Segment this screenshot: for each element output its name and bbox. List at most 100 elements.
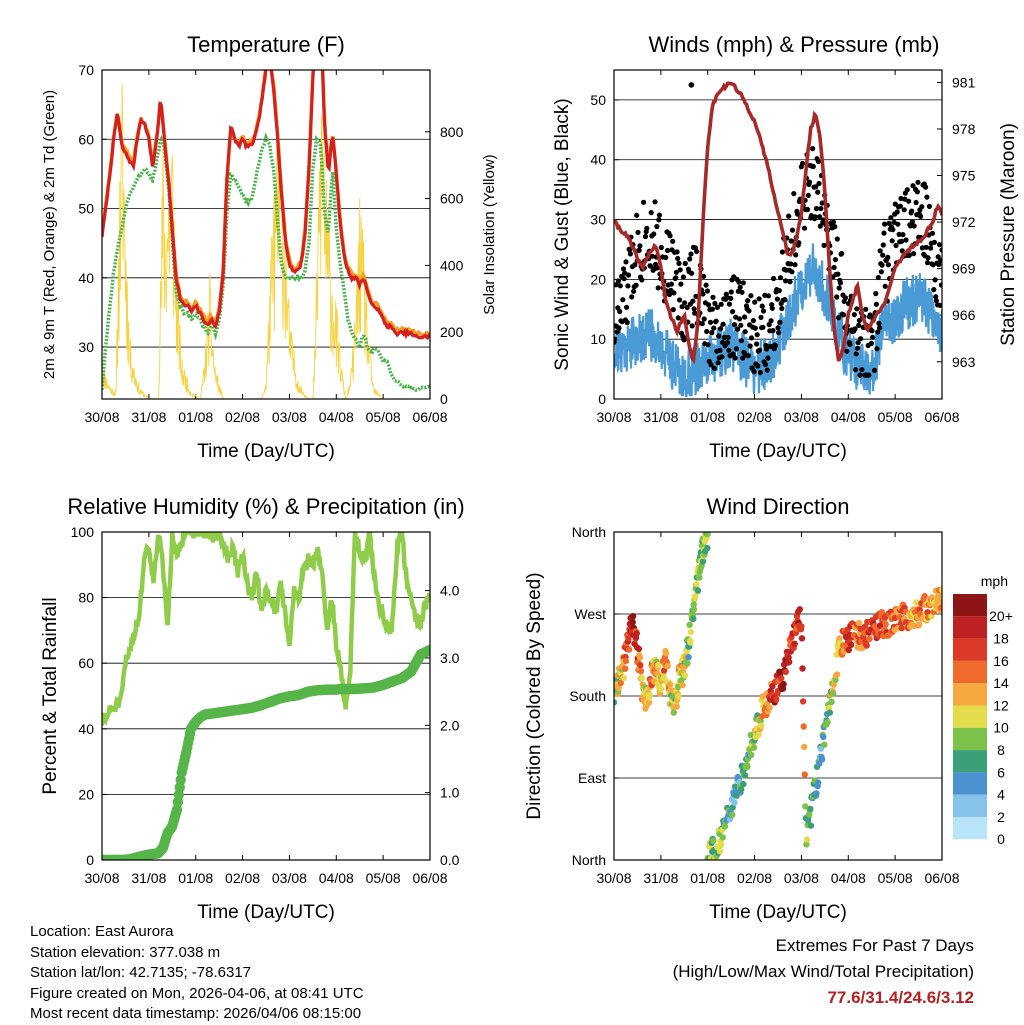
- direction-point: [898, 624, 905, 632]
- y-tick-label-right: 978: [952, 121, 976, 137]
- direction-point: [635, 645, 643, 653]
- gust-point: [936, 261, 942, 268]
- direction-point: [741, 772, 749, 779]
- y-tick-label: 40: [78, 270, 94, 286]
- gust-point: [819, 200, 825, 206]
- gust-point: [923, 244, 929, 250]
- direction-point: [731, 783, 739, 790]
- x-tick-label: 02/08: [225, 409, 260, 425]
- chart-title: Winds (mph) & Pressure (mb): [649, 32, 940, 57]
- y-tick-label: 30: [78, 339, 94, 355]
- direction-point: [690, 601, 697, 608]
- gust-point: [777, 319, 783, 325]
- gust-point: [768, 318, 774, 324]
- gust-point: [789, 227, 796, 233]
- y-tick-label: 40: [78, 721, 94, 737]
- gust-point: [851, 312, 857, 318]
- gust-point: [673, 269, 680, 275]
- gust-point: [746, 308, 752, 314]
- gust-point: [877, 248, 883, 254]
- gust-point: [701, 273, 707, 279]
- gust-point: [832, 224, 838, 230]
- y-axis-label: Sonic Wind & Gust (Blue, Black): [552, 98, 573, 370]
- direction-point: [782, 668, 789, 675]
- direction-point: [824, 719, 831, 726]
- direction-point: [866, 635, 873, 643]
- direction-point: [719, 834, 726, 841]
- y-tick-label: North: [572, 524, 606, 540]
- gust-point: [679, 304, 685, 310]
- direction-point: [820, 733, 827, 741]
- gust-point: [791, 191, 797, 197]
- gust-point: [652, 199, 658, 205]
- gust-point: [732, 355, 738, 361]
- direction-point: [807, 822, 815, 829]
- gust-point: [841, 312, 847, 318]
- gust-point: [854, 345, 861, 351]
- direction-point: [758, 722, 765, 729]
- series-total-precipitation: [102, 644, 430, 860]
- x-tick-label: 31/08: [643, 409, 678, 425]
- gust-point: [726, 301, 733, 307]
- gust-point: [764, 346, 770, 352]
- direction-point: [924, 609, 931, 616]
- gust-point: [871, 367, 878, 373]
- gust-point: [939, 247, 942, 253]
- extremes-summary: Extremes For Past 7 Days (High/Low/Max W…: [673, 933, 974, 1011]
- direction-point: [636, 654, 644, 661]
- gust-point: [677, 267, 683, 273]
- direction-point: [637, 661, 644, 669]
- gust-point: [740, 280, 746, 286]
- gust-point: [880, 252, 886, 258]
- gust-point: [671, 290, 677, 296]
- gust-point: [623, 259, 629, 265]
- gust-point: [620, 297, 626, 303]
- x-tick-label: 06/08: [924, 409, 959, 425]
- gust-point: [821, 242, 827, 248]
- gust-point: [837, 280, 844, 286]
- direction-point: [915, 621, 923, 628]
- direction-point: [633, 630, 640, 637]
- direction-point: [802, 803, 809, 810]
- gust-point: [730, 309, 736, 315]
- gust-point: [627, 247, 633, 253]
- direction-point: [750, 744, 758, 751]
- gust-point: [767, 343, 774, 349]
- gust-point: [625, 283, 631, 289]
- gust-point: [614, 336, 618, 342]
- gust-point: [805, 206, 811, 213]
- y-tick-label: 40: [590, 152, 606, 168]
- gust-point: [900, 232, 906, 238]
- direction-point: [796, 606, 803, 613]
- gust-point: [817, 223, 823, 229]
- gust-point: [751, 369, 757, 375]
- series-9m-temperature: [102, 70, 430, 339]
- gust-point: [765, 293, 772, 299]
- series-solar-insolation: [102, 83, 430, 399]
- gust-point: [888, 215, 894, 221]
- gust-point: [742, 329, 748, 335]
- chart-title: Wind Direction: [706, 494, 849, 519]
- gust-point: [926, 203, 933, 209]
- gust-point: [724, 340, 731, 346]
- gust-point: [830, 219, 837, 225]
- gust-point: [932, 277, 938, 283]
- y-tick-label: North: [572, 852, 606, 868]
- gust-point: [789, 269, 795, 275]
- gust-point: [857, 372, 863, 378]
- gust-point: [731, 322, 738, 328]
- colorbar-swatch: [953, 705, 987, 728]
- direction-point: [670, 709, 677, 716]
- extremes-values: 77.6/31.4/24.6/3.12: [827, 988, 974, 1007]
- gust-point: [742, 314, 748, 320]
- direction-point: [766, 704, 773, 711]
- gust-point: [708, 362, 714, 368]
- direction-point: [747, 731, 754, 739]
- y-axis-label: Percent & Total Rainfall: [40, 597, 61, 794]
- gust-point: [675, 315, 681, 321]
- gust-point: [766, 322, 772, 328]
- gust-point: [718, 301, 724, 307]
- plot-frame: [101, 531, 431, 861]
- gust-point: [633, 282, 639, 288]
- gust-point: [899, 238, 905, 244]
